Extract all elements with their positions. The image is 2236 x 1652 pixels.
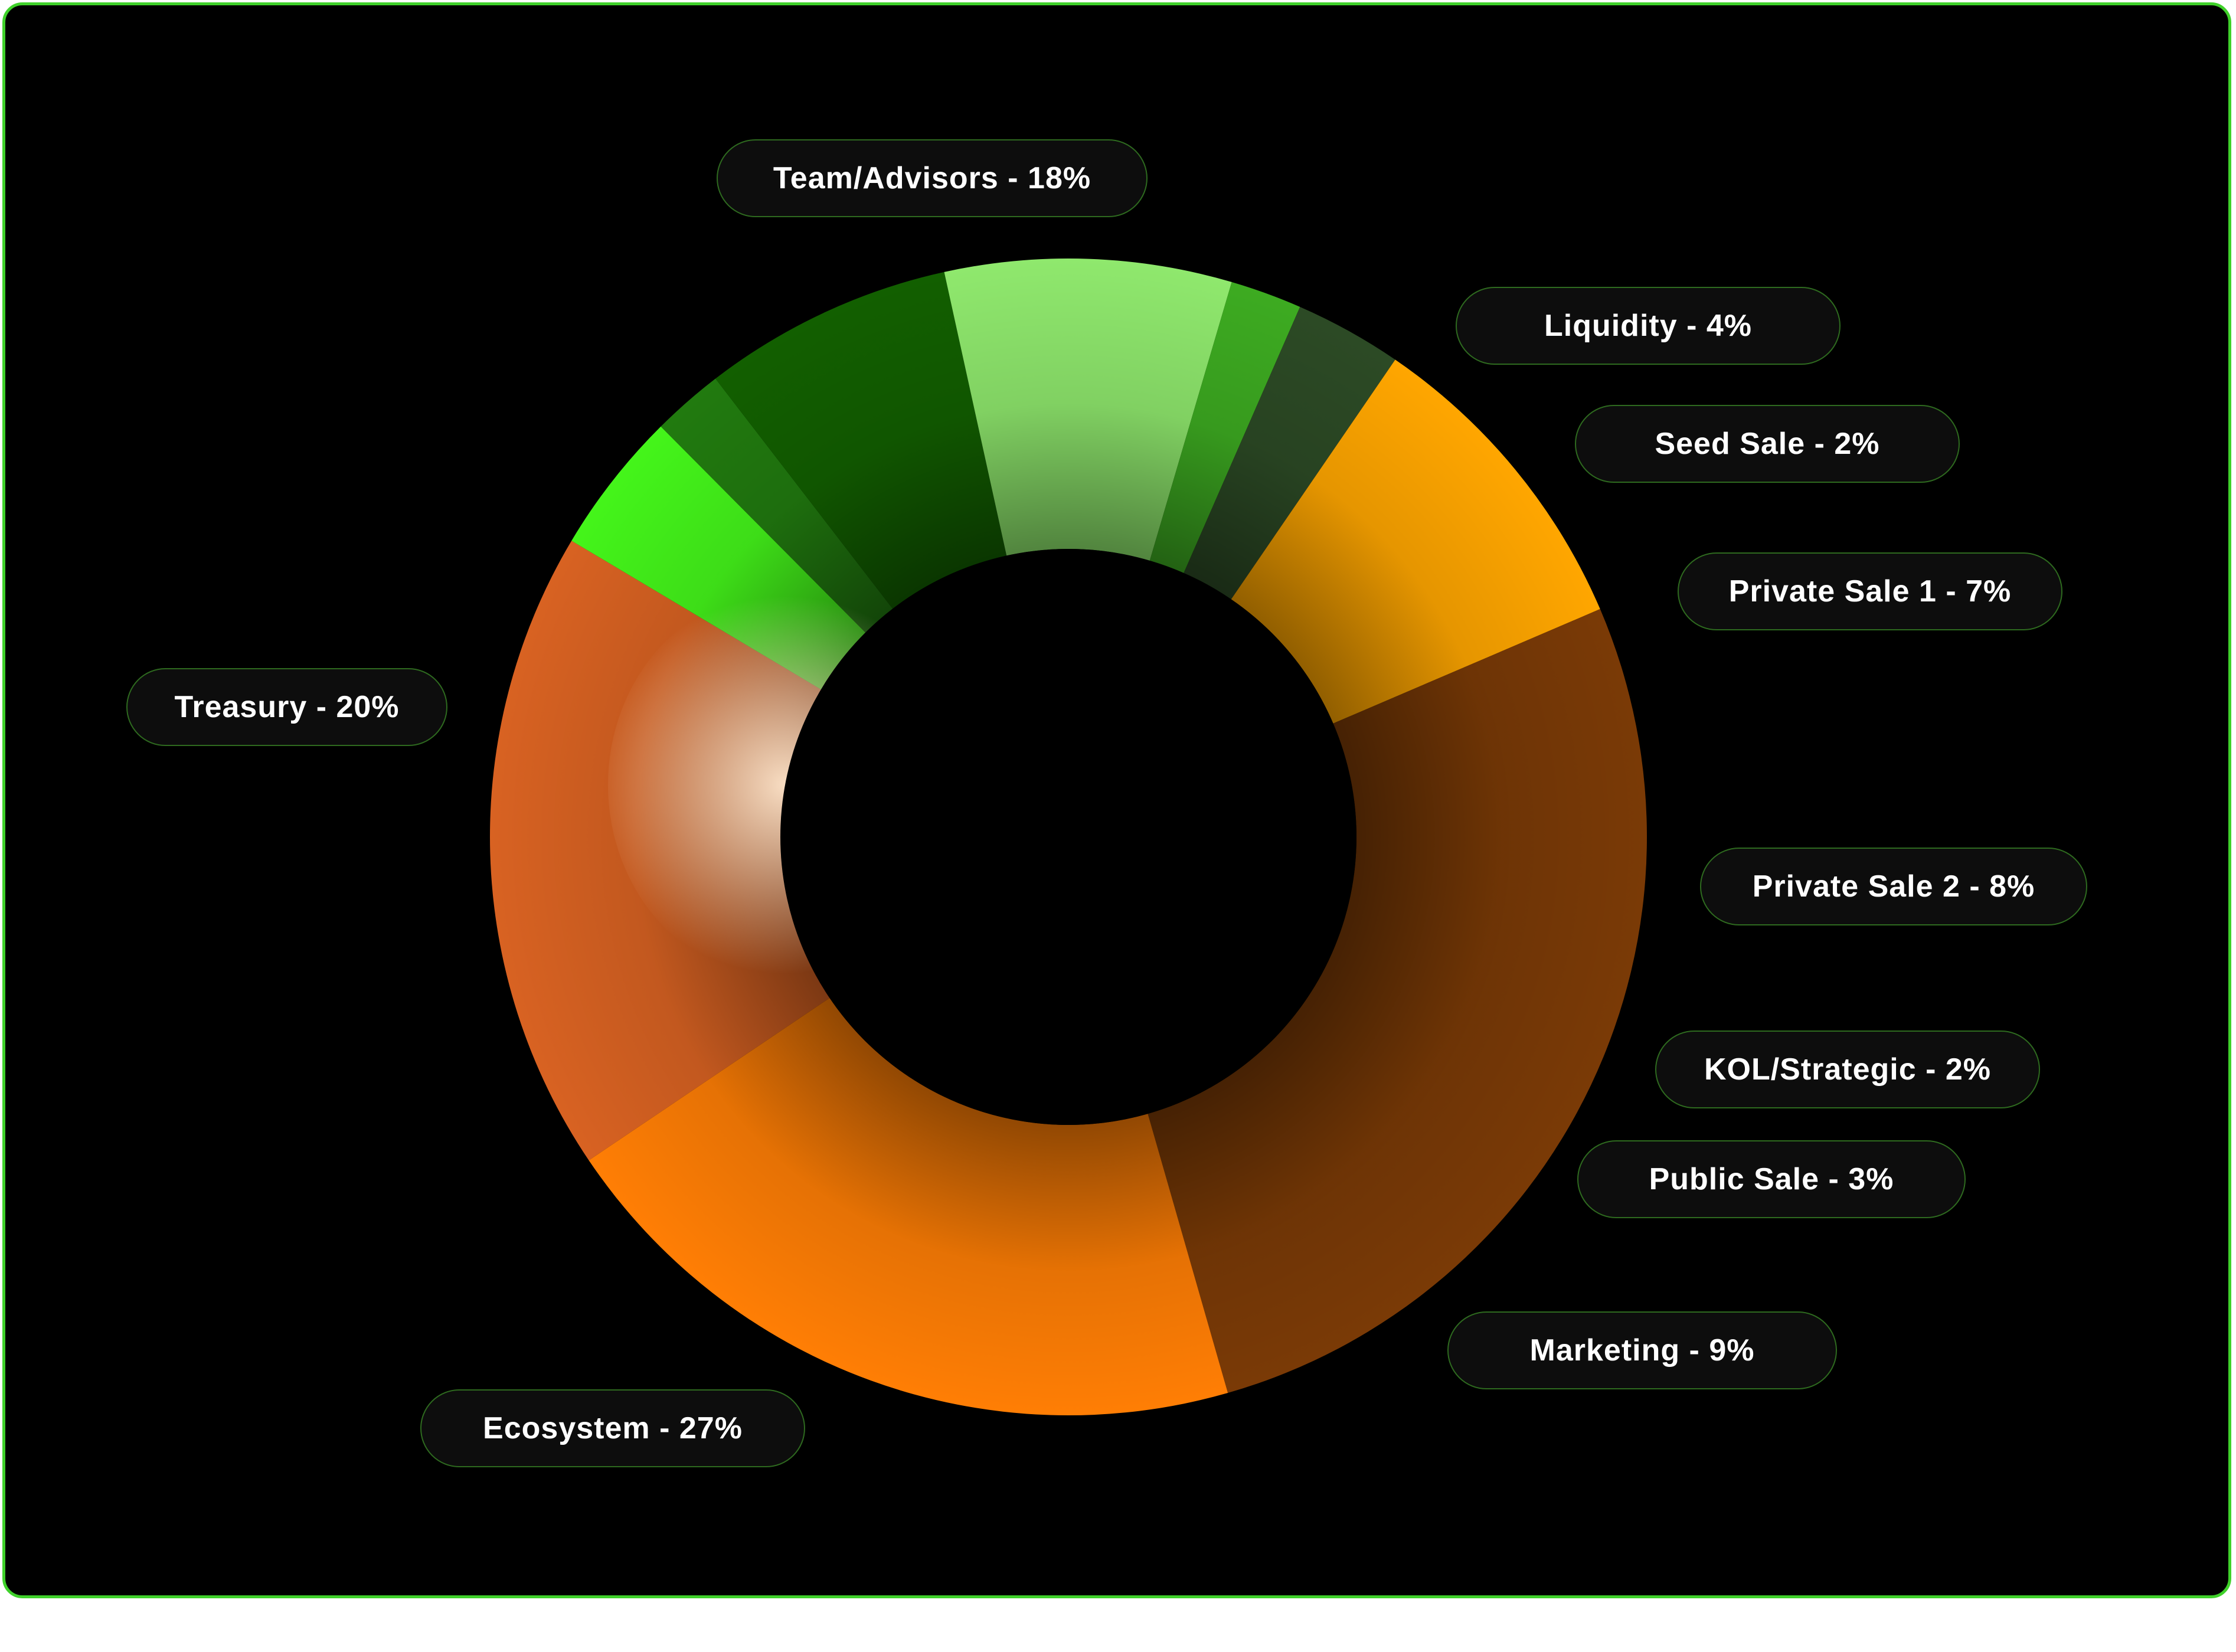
label-seed-sale-text: Seed Sale - 2% (1655, 427, 1880, 461)
label-kol-strategic: KOL/Strategic - 2% (1655, 1031, 2040, 1108)
label-team-advisors: Team/Advisors - 18% (717, 139, 1148, 217)
label-marketing: Marketing - 9% (1447, 1311, 1837, 1389)
label-private-sale-2: Private Sale 2 - 8% (1700, 848, 2087, 925)
label-ecosystem: Ecosystem - 27% (420, 1389, 805, 1467)
label-public-sale-text: Public Sale - 3% (1649, 1162, 1894, 1196)
label-private-sale-1-text: Private Sale 1 - 7% (1728, 574, 2012, 609)
label-seed-sale: Seed Sale - 2% (1575, 405, 1960, 483)
label-kol-strategic-text: KOL/Strategic - 2% (1704, 1052, 1992, 1087)
label-liquidity: Liquidity - 4% (1456, 287, 1841, 365)
label-treasury-text: Treasury - 20% (174, 690, 400, 724)
label-marketing-text: Marketing - 9% (1529, 1333, 1755, 1368)
donut-hole (780, 549, 1356, 1125)
label-private-sale-2-text: Private Sale 2 - 8% (1752, 869, 2035, 904)
label-public-sale: Public Sale - 3% (1577, 1140, 1966, 1218)
label-private-sale-1: Private Sale 1 - 7% (1678, 552, 2062, 630)
label-liquidity-text: Liquidity - 4% (1544, 309, 1752, 343)
label-treasury: Treasury - 20% (126, 668, 447, 746)
label-team-advisors-text: Team/Advisors - 18% (773, 161, 1091, 195)
label-ecosystem-text: Ecosystem - 27% (483, 1411, 743, 1445)
